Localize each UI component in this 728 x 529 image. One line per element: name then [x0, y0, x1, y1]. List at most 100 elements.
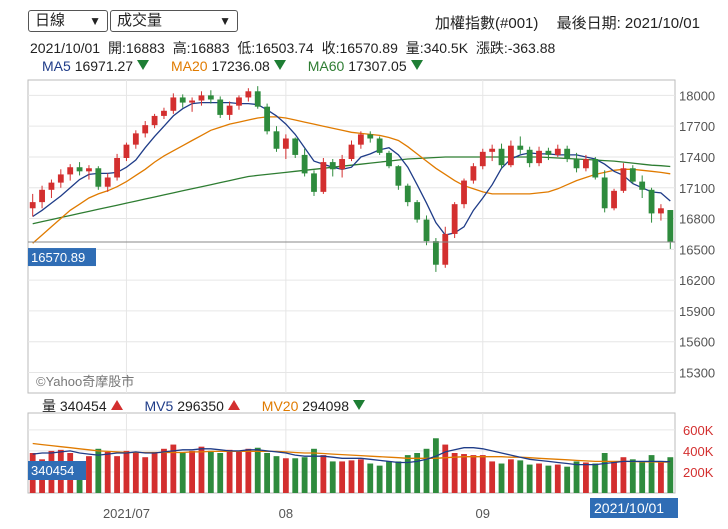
ohlc-date: 2021/10/01	[30, 40, 101, 56]
volume-bar	[526, 464, 533, 493]
legend-mv20: MV20 294098	[262, 398, 365, 414]
candle-body	[161, 110, 167, 116]
indicator-select-value: 成交量	[117, 12, 163, 29]
ohlc-open: 開:16883	[107, 40, 165, 56]
volume-tick-label: 200K	[683, 465, 714, 480]
volume-bar	[554, 464, 561, 493]
volume-bar	[292, 458, 299, 493]
volume-bar	[451, 453, 458, 493]
volume-bar	[189, 450, 196, 493]
volume-bar	[658, 461, 664, 493]
volume-bar	[536, 463, 542, 493]
candle-body	[357, 134, 364, 145]
current-volume-label: 340454	[31, 463, 74, 478]
legend-vol-name: 量	[42, 398, 56, 414]
volume-bar	[545, 465, 552, 493]
candle-body	[620, 168, 627, 191]
candle-body	[367, 134, 374, 139]
candle-body	[658, 208, 664, 214]
candle-body	[545, 150, 552, 155]
price-tick-label: 18000	[679, 88, 715, 103]
candle-body	[254, 91, 261, 107]
candle-body	[236, 97, 242, 106]
candle-body	[264, 106, 271, 132]
candle-body	[76, 167, 83, 172]
time-tick-label: 09	[476, 506, 490, 521]
volume-bar	[198, 446, 205, 493]
watermark: ©Yahoo奇摩股市	[36, 374, 134, 389]
candle-body	[282, 138, 289, 149]
ohlc-high: 高:16883	[172, 40, 230, 56]
candle-body	[507, 145, 514, 166]
volume-tick-label: 600K	[683, 423, 714, 438]
ohlc-close: 收:16570.89	[321, 40, 398, 56]
volume-bar	[95, 448, 102, 493]
volume-bar	[311, 448, 317, 493]
volume-bar	[282, 458, 289, 493]
current-price-label: 16570.89	[31, 250, 85, 265]
volume-bar	[348, 460, 355, 493]
volume-bar	[114, 456, 120, 493]
candle-body	[29, 202, 36, 209]
volume-bar	[86, 456, 92, 493]
volume-bar	[592, 463, 599, 493]
legend-ma60: MA60 17307.05	[308, 58, 423, 74]
candle-body	[451, 204, 458, 234]
volume-bar	[629, 459, 636, 493]
volume-bar	[573, 461, 580, 493]
period-select[interactable]: 日線 ▼	[28, 10, 108, 32]
volume-bar	[170, 444, 177, 493]
volume-bar	[507, 459, 514, 493]
candle-body	[198, 95, 205, 101]
ohlc-volume: 量:340.5K	[405, 40, 469, 56]
volume-bar	[245, 448, 252, 493]
candle-body	[442, 233, 449, 265]
candle-body	[329, 162, 336, 170]
down-triangle-icon	[410, 60, 423, 70]
current-date-label: 2021/10/01	[594, 500, 664, 516]
current-price-tag: 16570.89	[28, 248, 96, 267]
volume-bar	[301, 457, 308, 493]
candle-body	[339, 159, 346, 170]
candle-body	[311, 173, 317, 192]
candle-body	[348, 144, 355, 160]
candle-body	[292, 138, 299, 155]
volume-bar	[601, 453, 608, 493]
chevron-down-icon: ▼	[89, 14, 101, 28]
volume-bar	[414, 453, 421, 493]
candle-body	[179, 97, 186, 103]
volume-bar	[236, 450, 242, 493]
volume-bar	[339, 461, 346, 493]
candle-body	[207, 95, 214, 100]
candle-body	[39, 189, 45, 203]
legend-ma20-name: MA20	[170, 58, 208, 74]
candle-body	[526, 149, 533, 164]
volume-bar	[161, 448, 167, 493]
price-tick-label: 16800	[679, 212, 715, 227]
volume-bar	[123, 450, 130, 493]
legend-mv20-value: 294098	[302, 398, 349, 414]
ma60-line	[32, 156, 671, 225]
volume-bar	[207, 450, 214, 493]
candle-body	[414, 202, 421, 220]
indicator-select[interactable]: 成交量 ▼	[110, 10, 238, 32]
ma5-line	[32, 101, 671, 236]
volume-bar	[386, 461, 392, 493]
legend-ma5: MA5 16971.27	[42, 58, 150, 74]
current-date-tag: 2021/10/01	[590, 498, 678, 518]
volume-bar	[667, 457, 674, 493]
volume-bar	[564, 466, 571, 493]
legend-ma5-value: 16971.27	[74, 58, 134, 74]
candle-body	[142, 125, 149, 134]
candle-body	[57, 174, 64, 183]
period-select-value: 日線	[35, 12, 66, 29]
ma-legend: MA5 16971.27 MA20 17236.08 MA60 17307.05	[42, 58, 441, 74]
volume-bar	[142, 457, 149, 493]
volume-bar	[423, 448, 430, 493]
volume-bar	[104, 451, 111, 493]
down-triangle-icon	[273, 60, 286, 70]
candle-body	[423, 219, 430, 242]
legend-ma20: MA20 17236.08	[171, 58, 286, 74]
candle-body	[554, 148, 561, 155]
